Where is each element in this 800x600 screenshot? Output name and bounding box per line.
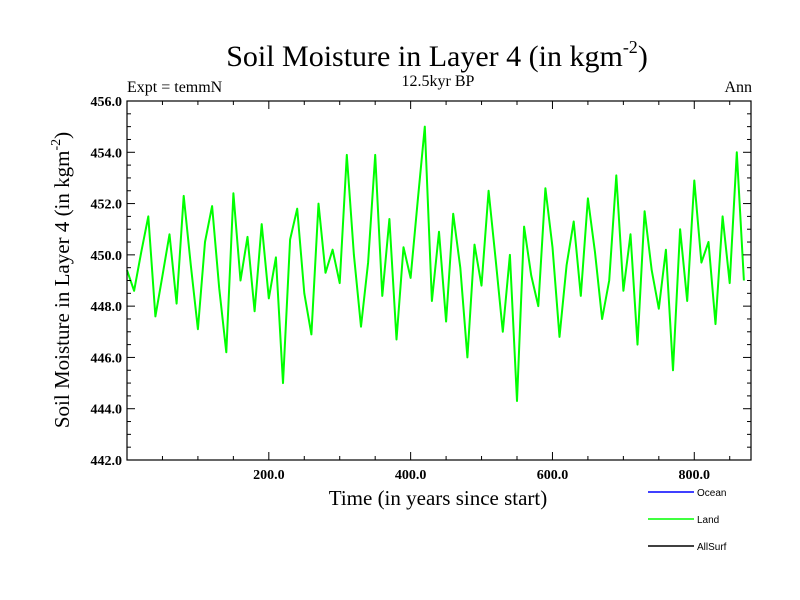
series-line-land [126,125,745,402]
x-tick-label: 400.0 [395,468,427,483]
y-tick-label: 450.0 [91,249,123,264]
season-label: Ann [724,79,752,96]
legend-label-allsurf: AllSurf [697,542,727,553]
y-tick-label: 448.0 [91,300,123,315]
plot-frame [126,100,752,461]
chart-title: Soil Moisture in Layer 4 (in kgm-2) [226,37,648,73]
series-layer [126,125,745,402]
y-tick-label: 444.0 [91,403,123,418]
y-tick-label: 454.0 [91,146,123,161]
legend: Ocean Land AllSurf [648,488,727,553]
plot-area: 442.0 444.0 446.0 448.0 450.0 452.0 454.0 456.0… [91,95,752,483]
legend-label-land: Land [697,515,719,526]
x-tick-label: 200.0 [253,468,285,483]
y-tick-label: 456.0 [91,95,123,110]
ticks-layer: 442.0 444.0 446.0 448.0 450.0 452.0 454.0 456.0… [91,95,751,483]
x-tick-label: 600.0 [537,468,569,483]
x-axis-label: Time (in years since start) [329,486,548,510]
y-tick-label: 452.0 [91,198,123,213]
legend-label-ocean: Ocean [697,488,726,499]
y-tick-label: 442.0 [91,454,123,469]
x-tick-label: 800.0 [679,468,711,483]
experiment-label: Expt = temmN [127,79,223,96]
period-label: 12.5kyr BP [402,73,475,90]
y-tick-label: 446.0 [91,351,123,366]
y-axis-label: Soil Moisture in Layer 4 (in kgm-2) [49,132,74,428]
